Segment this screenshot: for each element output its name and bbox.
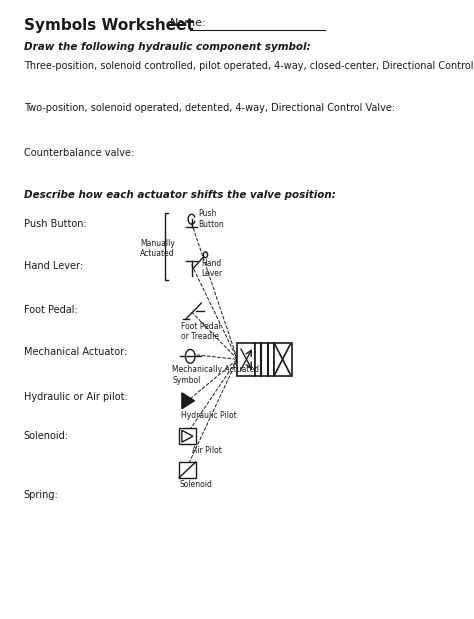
Bar [179, 428, 196, 444]
Text: Push Button:: Push Button: [24, 219, 86, 229]
Text: Name:: Name: [169, 18, 206, 28]
Text: Counterbalance valve:: Counterbalance valve: [24, 148, 134, 158]
Text: Spring:: Spring: [24, 490, 58, 500]
Text: Solenoid:: Solenoid: [24, 431, 69, 441]
Text: Push
Button: Push Button [199, 209, 224, 229]
Bar [179, 462, 196, 478]
Text: Solenoid: Solenoid [179, 480, 212, 488]
Text: Foot Pedal
or Treadle: Foot Pedal or Treadle [181, 322, 220, 341]
Text: Three-position, solenoid controlled, pilot operated, 4-way, closed-center, Direc: Three-position, solenoid controlled, pil… [24, 61, 474, 71]
Polygon shape [182, 393, 194, 409]
Text: Foot Pedal:: Foot Pedal: [24, 305, 77, 315]
Text: Describe how each actuator shifts the valve position:: Describe how each actuator shifts the va… [24, 189, 336, 200]
Text: Two-position, solenoid operated, detented, 4-way, Directional Control Valve:: Two-position, solenoid operated, detente… [24, 103, 395, 113]
Bar [237, 342, 255, 376]
Circle shape [185, 350, 195, 363]
Polygon shape [182, 430, 193, 442]
Text: Hydraulic or Air pilot:: Hydraulic or Air pilot: [24, 392, 128, 402]
Circle shape [203, 252, 208, 258]
Text: Hand Lever:: Hand Lever: [24, 261, 83, 271]
Bar [273, 342, 292, 376]
Text: Draw the following hydraulic component symbol:: Draw the following hydraulic component s… [24, 41, 310, 51]
Text: Hydraulic Pilot: Hydraulic Pilot [181, 410, 236, 420]
Text: Mechanical Actuator:: Mechanical Actuator: [24, 347, 127, 358]
Text: Hand
Lever: Hand Lever [201, 259, 222, 278]
Text: Manually
Actuated: Manually Actuated [140, 239, 175, 258]
Bar [255, 342, 273, 376]
Text: Air Pilot: Air Pilot [191, 446, 221, 455]
Text: Mechanically Actuated
Symbol: Mechanically Actuated Symbol [172, 365, 259, 384]
Text: Symbols Worksheet: Symbols Worksheet [24, 18, 193, 33]
